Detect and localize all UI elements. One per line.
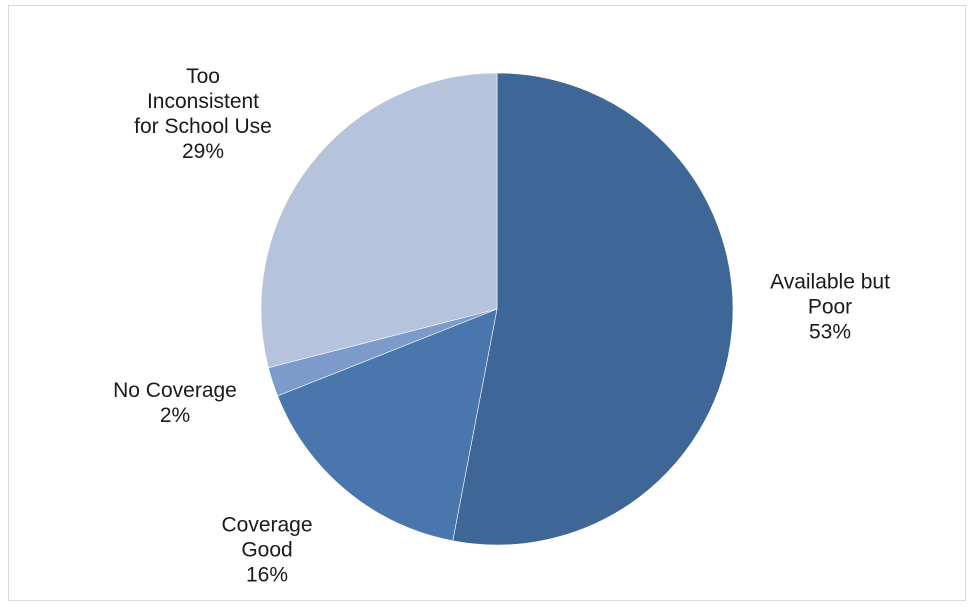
data-label-category-line: Coverage: [221, 513, 312, 536]
data-label-percent: 16%: [246, 563, 288, 586]
data-label-percent: 53%: [809, 320, 851, 343]
data-label-category-line: Poor: [808, 295, 852, 318]
data-label-category-line: Good: [241, 538, 292, 561]
slices-layer: [260, 72, 734, 546]
labels-layer: Available but Poor 53% Coverage Good 16% No Co…: [113, 65, 890, 587]
data-label-category-line: Too: [186, 65, 220, 88]
data-label-no-coverage: No Coverage 2%: [113, 379, 237, 427]
pie-slice-coverage-good: [277, 308, 498, 542]
data-label-available-but-poor: Available but Poor 53%: [770, 270, 890, 343]
pie-slice-available-but-poor: [452, 72, 734, 546]
data-label-too-inconsistent-for-school-use: Too Inconsistent for School Use 29%: [134, 65, 272, 163]
data-label-category-line: Available but: [770, 270, 890, 293]
data-label-percent: 2%: [160, 404, 190, 427]
data-label-category-line: Inconsistent: [147, 90, 259, 113]
data-label-category-line: for School Use: [134, 115, 272, 138]
data-label-category-line: No Coverage: [113, 379, 237, 402]
data-label-coverage-good: Coverage Good 16%: [221, 513, 312, 586]
pie-slice-too-inconsistent-for-school-use: [260, 72, 498, 369]
data-label-percent: 29%: [182, 140, 224, 163]
